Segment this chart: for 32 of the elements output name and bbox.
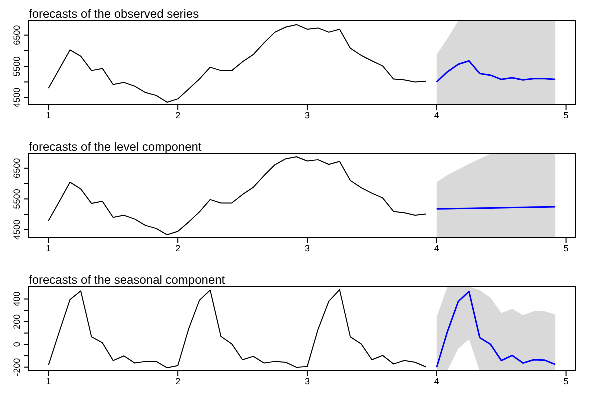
x-tick-label: 3 xyxy=(304,110,310,120)
chart-title: forecasts of the seasonal component xyxy=(29,273,226,287)
x-tick-label: 1 xyxy=(46,376,52,386)
x-tick-label: 1 xyxy=(46,243,52,254)
x-tick-label: 4 xyxy=(434,243,440,254)
x-tick-label: 3 xyxy=(304,376,310,386)
y-tick-label: -200 xyxy=(12,358,22,376)
x-tick-label: 4 xyxy=(434,376,440,386)
x-tick-label: 5 xyxy=(564,243,569,254)
x-tick-label: 2 xyxy=(176,376,181,386)
y-tick-label: 5500 xyxy=(12,56,22,77)
y-tick-label: 400 xyxy=(12,292,22,307)
x-tick-label: 2 xyxy=(176,243,181,254)
y-tick-label: 0 xyxy=(12,342,22,348)
chart-title: forecasts of the level component xyxy=(29,140,202,154)
x-tick-label: 2 xyxy=(176,110,181,120)
x-tick-label: 5 xyxy=(564,376,569,386)
x-tick-label: 1 xyxy=(46,110,52,120)
y-tick-label: 200 xyxy=(12,314,22,330)
y-tick-label: 5500 xyxy=(12,189,22,210)
x-tick-label: 3 xyxy=(304,243,310,254)
chart-title: forecasts of the observed series xyxy=(29,7,200,21)
line-series xyxy=(48,24,427,103)
y-tick-label: 6500 xyxy=(12,158,22,178)
y-tick-label: 4500 xyxy=(12,88,22,108)
line-series xyxy=(48,289,427,369)
x-tick-label: 5 xyxy=(564,110,569,120)
line-series xyxy=(48,156,427,236)
line-series xyxy=(436,60,556,83)
y-tick-label: 4500 xyxy=(12,220,22,240)
y-tick-label: 6500 xyxy=(12,25,22,46)
x-tick-label: 4 xyxy=(434,110,440,120)
